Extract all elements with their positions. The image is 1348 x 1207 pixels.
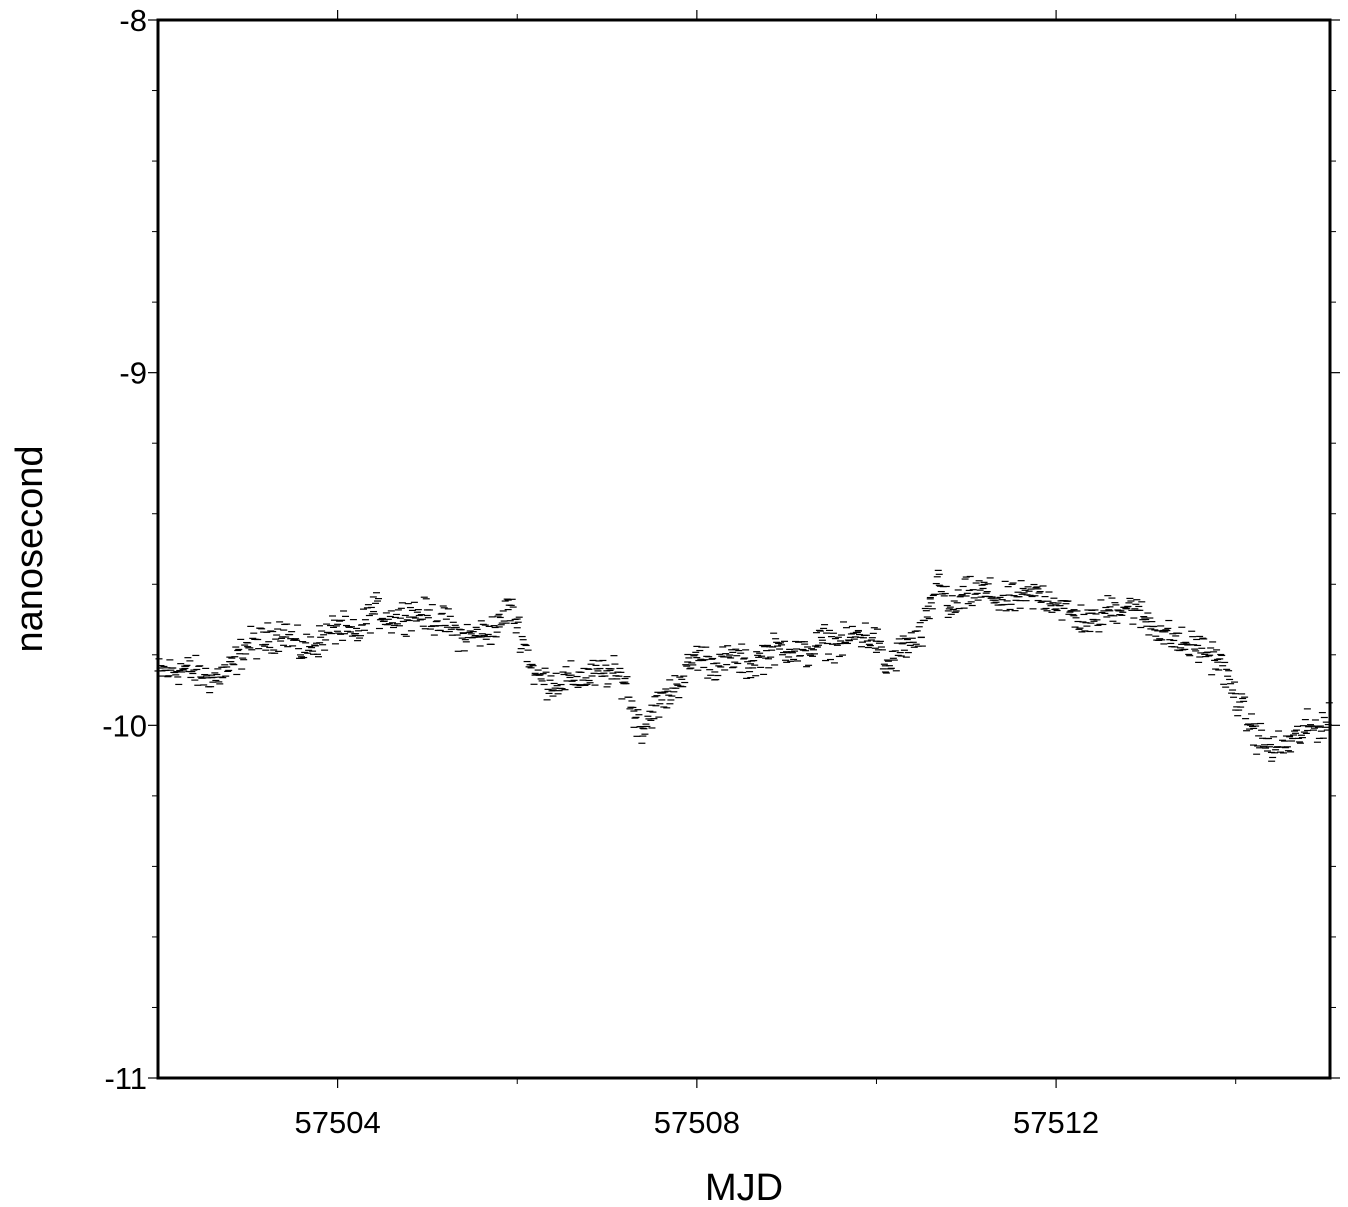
- y-axis-title: nanosecond: [9, 445, 51, 652]
- plot-frame: [156, 18, 1332, 1080]
- x-tick-label: 57508: [654, 1105, 740, 1140]
- y-tick-label: -8: [119, 3, 147, 38]
- x-tick-label: 57504: [295, 1105, 381, 1140]
- data-points: [154, 569, 1333, 762]
- tick-labels: 57504 57508 57512 -8 -9 -10 -11: [102, 3, 1099, 1140]
- y-tick-label: -10: [102, 708, 147, 743]
- x-axis-title: MJD: [705, 1167, 783, 1207]
- y-tick-label: -9: [119, 356, 147, 391]
- x-tick-label: 57512: [1013, 1105, 1099, 1140]
- y-tick-label: -11: [104, 1061, 147, 1096]
